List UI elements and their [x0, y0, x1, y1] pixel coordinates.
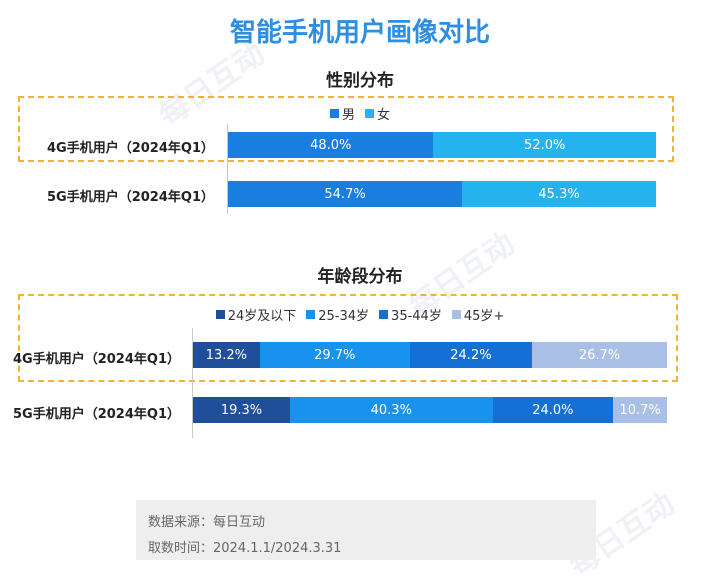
age-bar-segment: 24.2% [409, 342, 533, 368]
age-legend-item: 35-44岁 [379, 305, 442, 324]
age-legend-item: 24岁及以下 [215, 305, 297, 324]
gender-legend-item: 女 [365, 104, 390, 123]
age-legend-swatch [379, 310, 389, 319]
gender-legend-swatch [365, 109, 374, 118]
source-box [136, 500, 596, 560]
age-legend-label: 45岁+ [463, 309, 505, 324]
gender-row-label-5g: 5G手机用户（2024年Q1） [47, 190, 214, 205]
data-period: 取数时间：2024.1.1/2024.3.31 [148, 541, 342, 556]
age-legend-label: 25-34岁 [318, 309, 370, 324]
age-bar-segment: 40.3% [290, 397, 493, 423]
age-legend-swatch [306, 310, 316, 319]
age-legend-item: 25-34岁 [306, 305, 369, 324]
age-bar-5g: 19.3% 40.3% 24.0% 10.7% [193, 397, 667, 423]
gender-legend: 男女 [0, 104, 720, 123]
gender-bar-4g: 48.0% 52.0% [228, 132, 656, 158]
age-legend-label: 24岁及以下 [227, 309, 297, 324]
age-bar-segment: 26.7% [532, 342, 667, 368]
gender-highlight-box [18, 96, 674, 162]
gender-axis-line [227, 124, 228, 214]
gender-row-label-4g: 4G手机用户（2024年Q1） [47, 141, 214, 156]
age-bar-segment: 10.7% [613, 397, 667, 423]
gender-legend-label: 男 [341, 108, 355, 123]
age-chart-title: 年龄段分布 [317, 267, 403, 287]
age-bar-segment: 29.7% [259, 342, 410, 368]
age-row-label-4g: 4G手机用户（2024年Q1） [13, 352, 180, 367]
age-legend-swatch [215, 310, 225, 319]
age-bar-segment: 19.3% [193, 397, 290, 423]
page-title: 智能手机用户画像对比 [229, 18, 490, 48]
data-source: 数据来源：每日互动 [148, 515, 266, 530]
gender-bar-5g: 54.7% 45.3% [228, 181, 656, 207]
gender-legend-item: 男 [329, 104, 355, 123]
gender-legend-label: 女 [377, 108, 391, 123]
gender-bar-segment: 54.7% [228, 181, 463, 207]
gender-bar-segment: 45.3% [462, 181, 656, 207]
age-bar-segment: 24.0% [492, 397, 614, 423]
gender-bar-segment: 48.0% [228, 132, 434, 158]
age-bar-segment: 13.2% [193, 342, 260, 368]
gender-bar-segment: 52.0% [433, 132, 656, 158]
age-highlight-box [18, 294, 678, 382]
age-legend: 24岁及以下 25-34岁 35-44岁 45岁+ [0, 305, 720, 324]
age-axis-line [192, 328, 193, 438]
gender-legend-swatch [329, 109, 339, 118]
age-row-label-5g: 5G手机用户（2024年Q1） [13, 407, 180, 422]
gender-chart-title: 性别分布 [326, 71, 394, 91]
age-legend-label: 35-44岁 [391, 309, 442, 324]
age-legend-item: 45岁+ [451, 305, 505, 324]
age-bar-4g: 13.2% 29.7% 24.2% 26.7% [193, 342, 667, 368]
age-legend-swatch [451, 310, 461, 319]
